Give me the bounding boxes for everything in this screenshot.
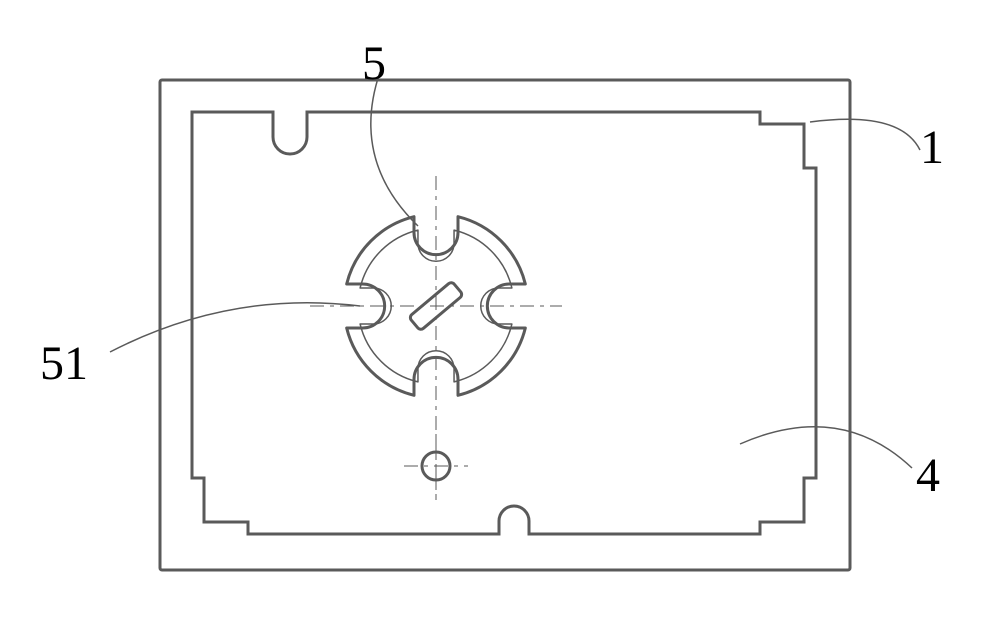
- label-51: 51: [40, 336, 88, 391]
- label-5: 5: [362, 36, 386, 91]
- diagram-svg: [0, 0, 1000, 622]
- label-1: 1: [920, 120, 944, 175]
- label-4: 4: [916, 448, 940, 503]
- diagram-canvas: 5 1 51 4: [0, 0, 1000, 622]
